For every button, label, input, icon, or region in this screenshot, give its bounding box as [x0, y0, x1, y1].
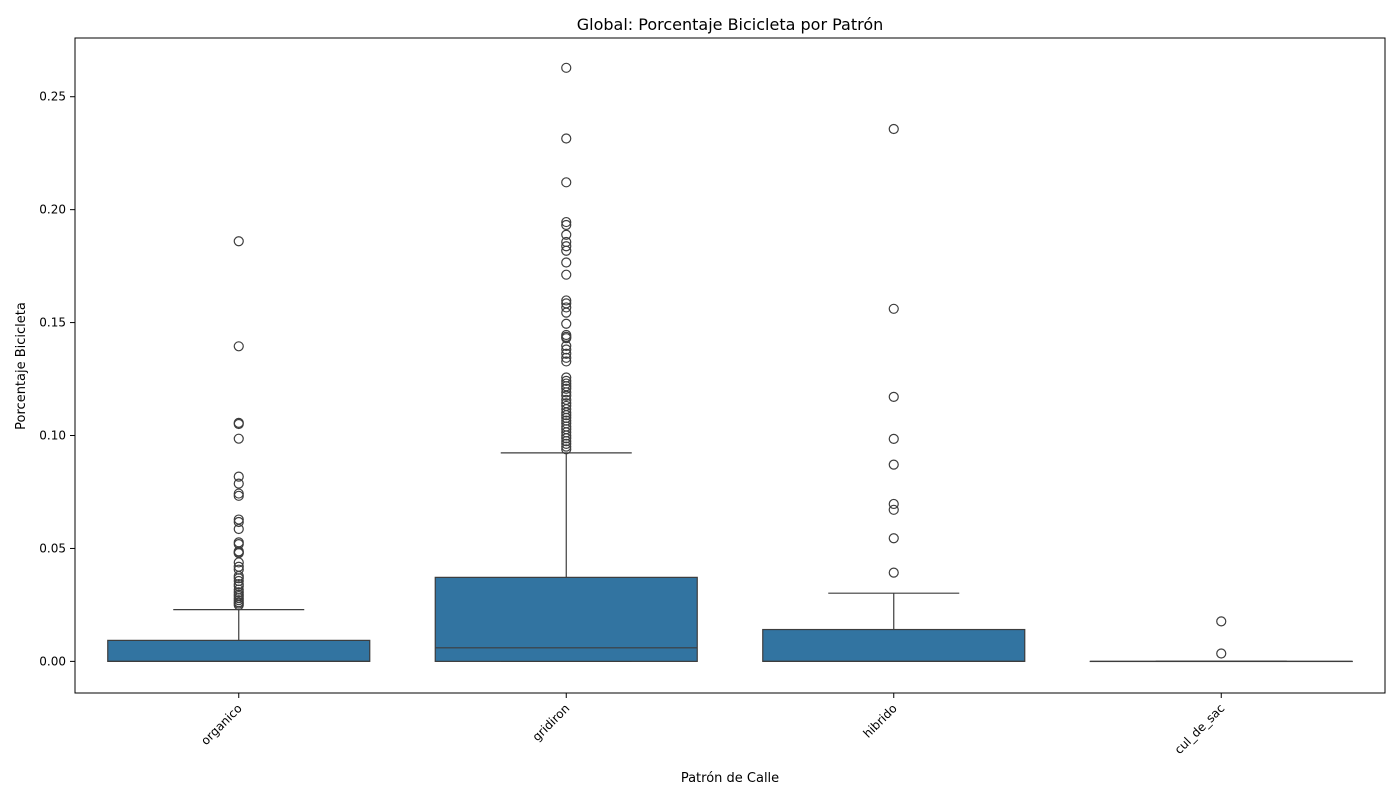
y-tick-label: 0.25 — [39, 90, 66, 104]
outlier-point — [888, 123, 899, 135]
outlier-point — [888, 533, 899, 544]
outlier-point — [888, 433, 899, 445]
outlier-point — [1216, 648, 1227, 659]
outlier-point — [233, 581, 244, 592]
box-group-organico — [107, 236, 371, 662]
outlier-point — [561, 441, 572, 452]
box-group-cul_de_sac — [1089, 616, 1353, 663]
outlier-point — [561, 387, 572, 398]
outlier-point — [561, 407, 572, 418]
x-tick-label: gridiron — [530, 701, 573, 744]
y-tick-label: 0.15 — [39, 316, 66, 330]
outlier-point — [561, 348, 572, 359]
outlier-point — [233, 557, 244, 568]
outlier-point — [233, 523, 244, 535]
y-tick-label: 0.20 — [39, 203, 66, 217]
outlier-point — [561, 241, 572, 252]
outlier-point — [561, 333, 572, 344]
outlier-point — [561, 307, 572, 318]
box-group-hibrido — [762, 123, 1026, 662]
y-tick-label: 0.10 — [39, 429, 66, 443]
outlier-point — [561, 295, 572, 306]
outlier-point — [233, 341, 244, 352]
outlier-point — [561, 133, 572, 144]
outlier-point — [561, 269, 572, 280]
x-tick-label: cul_de_sac — [1172, 701, 1228, 757]
outlier-point — [561, 352, 572, 363]
outlier-point — [233, 488, 244, 499]
outlier-point — [888, 567, 899, 578]
outlier-point — [561, 340, 572, 351]
outlier-point — [888, 459, 899, 470]
outlier-point — [561, 375, 572, 386]
outlier-point — [233, 600, 244, 611]
outlier-point — [561, 229, 572, 240]
outlier-point — [561, 302, 572, 313]
outlier-point — [233, 471, 244, 482]
outlier-point — [888, 303, 899, 314]
outlier-point — [561, 245, 572, 256]
y-axis: 0.00 0.05 0.10 0.15 0.20 0.25 — [39, 90, 75, 668]
outlier-point — [561, 390, 572, 401]
outlier-point — [561, 344, 572, 355]
outlier-point — [561, 383, 572, 394]
y-tick-label: 0.05 — [39, 541, 66, 555]
outlier-point — [233, 478, 244, 489]
chart-title: Global: Porcentaje Bicicleta por Patrón — [577, 15, 884, 34]
outlier-point — [888, 391, 899, 402]
outlier-point — [233, 490, 244, 501]
iqr-box — [434, 576, 698, 662]
outlier-point — [561, 62, 572, 73]
outlier-point — [561, 436, 572, 447]
outlier-point — [233, 236, 244, 247]
outlier-point — [233, 418, 244, 430]
outlier-point — [561, 219, 572, 231]
x-tick-label: organico — [198, 701, 245, 748]
outlier-point — [888, 504, 899, 515]
plot-area — [107, 62, 1353, 663]
box-group-gridiron — [434, 62, 698, 662]
outlier-point — [561, 444, 572, 455]
x-axis-label: Patrón de Calle — [681, 771, 779, 786]
plot-frame — [74, 37, 1386, 694]
outlier-point — [1216, 616, 1227, 627]
x-tick-label: hibrido — [860, 701, 899, 740]
iqr-box — [762, 628, 1026, 662]
outlier-point — [888, 498, 899, 510]
outlier-point — [233, 573, 244, 584]
iqr-box — [107, 639, 371, 662]
outlier-point — [233, 516, 244, 528]
outlier-point — [561, 257, 572, 268]
outlier-point — [561, 410, 572, 421]
outlier-point — [561, 438, 572, 449]
outlier-point — [561, 430, 572, 441]
y-axis-label: Porcentaje Bicicleta — [14, 302, 29, 430]
outlier-point — [561, 177, 572, 188]
outlier-point — [561, 356, 572, 367]
outlier-point — [561, 433, 572, 444]
outlier-point — [233, 433, 244, 444]
outlier-point — [561, 216, 572, 228]
outlier-point — [561, 318, 572, 329]
x-axis: organico gridiron hibrido cul_de_sac — [198, 693, 1227, 757]
y-tick-label: 0.00 — [39, 654, 66, 668]
